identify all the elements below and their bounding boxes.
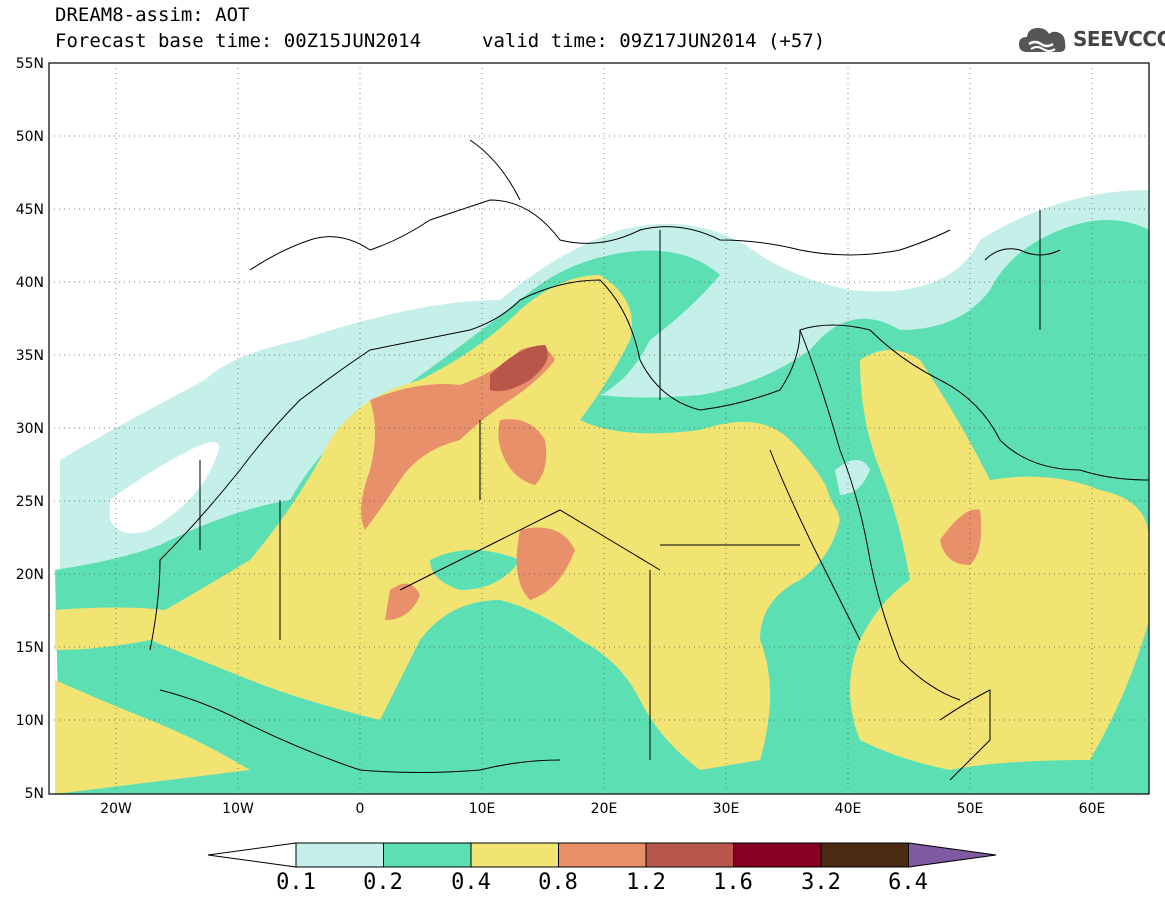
- colorbar-segment: [820, 842, 909, 868]
- cloud-icon: [1019, 28, 1066, 52]
- colorbar-label: 0.4: [451, 870, 491, 895]
- x-tick-label: 10W: [222, 801, 254, 817]
- x-tick-label: 40E: [835, 801, 862, 817]
- colorbar-label: 3.2: [801, 870, 841, 895]
- x-tick-label: 60E: [1079, 801, 1106, 817]
- forecast-base-time: Forecast base time: 00Z15JUN2014: [55, 30, 422, 52]
- x-tick-label: 20W: [100, 801, 132, 817]
- colorbar-segment: [558, 842, 647, 868]
- colorbar-over-triangle: [908, 842, 997, 868]
- colorbar-segment: [295, 842, 384, 868]
- y-tick-label: 15N: [16, 640, 44, 656]
- y-tick-label: 50N: [16, 129, 44, 145]
- contour-0.8: [361, 346, 555, 530]
- map-frame: [48, 62, 1150, 795]
- logo-text: SEEVCCC: [1073, 27, 1165, 51]
- colorbar-segment: [470, 842, 559, 868]
- contour-1.2: [490, 345, 548, 392]
- map-title: DREAM8-assim: AOT: [55, 4, 250, 26]
- colorbar-segment: [733, 842, 822, 868]
- colorbar-segment: [645, 842, 734, 868]
- colorbar: [207, 842, 997, 868]
- valid-time: valid time: 09Z17JUN2014 (+57): [482, 30, 826, 52]
- y-tick-label: 40N: [16, 275, 44, 291]
- colorbar-label: 1.6: [713, 870, 753, 895]
- colorbar-segment: [383, 842, 472, 868]
- x-tick-label: 30E: [713, 801, 740, 817]
- y-tick-label: 45N: [16, 202, 44, 218]
- y-tick-label: 55N: [16, 56, 44, 72]
- grid: [49, 63, 1149, 794]
- seevccc-logo: SEEVCCC: [1017, 22, 1165, 56]
- coastlines: [149, 139, 1149, 781]
- colorbar-label: 0.1: [276, 870, 316, 895]
- x-axis-labels: 20W 10W 0 10E 20E 30E 40E 50E 60E: [100, 801, 1105, 817]
- colorbar-label: 1.2: [626, 870, 666, 895]
- contour-0.4: [55, 275, 840, 770]
- y-axis-labels: 55N 50N 45N 40N 35N 30N 25N 20N 15N 10N …: [16, 56, 44, 802]
- contour-fields: [55, 190, 1149, 794]
- y-tick-label: 5N: [25, 786, 44, 802]
- colorbar-under-triangle: [207, 842, 297, 868]
- x-tick-label: 50E: [957, 801, 984, 817]
- x-tick-label: 0: [356, 801, 365, 817]
- x-tick-label: 20E: [591, 801, 618, 817]
- colorbar-label: 6.4: [888, 870, 928, 895]
- colorbar-label: 0.8: [538, 870, 578, 895]
- y-tick-label: 20N: [16, 567, 44, 583]
- y-tick-label: 30N: [16, 421, 44, 437]
- y-tick-label: 35N: [16, 348, 44, 364]
- y-tick-label: 25N: [16, 494, 44, 510]
- colorbar-label: 0.2: [363, 870, 403, 895]
- x-tick-label: 10E: [469, 801, 496, 817]
- y-tick-label: 10N: [16, 713, 44, 729]
